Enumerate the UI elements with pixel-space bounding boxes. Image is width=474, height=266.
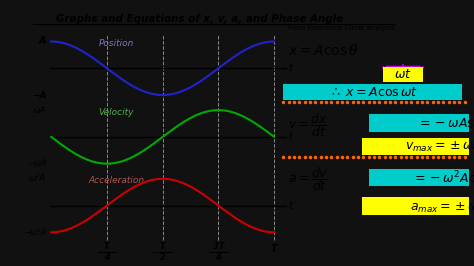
FancyBboxPatch shape — [363, 138, 474, 155]
Text: −ω²A: −ω²A — [23, 228, 46, 237]
Text: Velocity: Velocity — [99, 108, 134, 117]
Text: Acceleration: Acceleration — [88, 176, 144, 185]
Text: A: A — [39, 36, 46, 47]
Text: t: t — [288, 132, 292, 142]
FancyBboxPatch shape — [283, 84, 462, 101]
Text: $= -\omega A\sin\omega t$: $= -\omega A\sin\omega t$ — [417, 116, 474, 130]
FancyBboxPatch shape — [383, 67, 423, 82]
Text: T: T — [104, 243, 110, 251]
Text: From Reference Circle analysis,: From Reference Circle analysis, — [288, 25, 397, 31]
Text: 4: 4 — [216, 253, 221, 263]
Text: $v = \dfrac{dx}{dt}$: $v = \dfrac{dx}{dt}$ — [288, 111, 328, 139]
Text: ωA: ωA — [33, 106, 46, 115]
Text: 4: 4 — [104, 253, 110, 263]
Text: $\omega t$: $\omega t$ — [394, 68, 412, 81]
Text: 3T: 3T — [213, 243, 224, 251]
Text: $\therefore\ x = A\cos\omega t$: $\therefore\ x = A\cos\omega t$ — [328, 86, 418, 99]
FancyBboxPatch shape — [363, 197, 474, 215]
Text: $= -\omega^2 A\cos\omega t$: $= -\omega^2 A\cos\omega t$ — [412, 169, 474, 186]
Text: Position: Position — [99, 39, 134, 48]
Text: T: T — [160, 243, 165, 251]
Text: $v_{max} = \pm\omega A$: $v_{max} = \pm\omega A$ — [405, 139, 474, 154]
FancyBboxPatch shape — [369, 114, 474, 132]
Text: $x = A\cos\theta$: $x = A\cos\theta$ — [288, 43, 359, 58]
Text: $a = \dfrac{dv}{dt}$: $a = \dfrac{dv}{dt}$ — [288, 165, 328, 193]
Text: $a_{max} = \pm\omega^2 A$: $a_{max} = \pm\omega^2 A$ — [410, 197, 474, 216]
FancyBboxPatch shape — [369, 169, 474, 186]
Text: t: t — [288, 201, 292, 211]
Text: ω²A: ω²A — [29, 174, 46, 183]
Text: −A: −A — [32, 90, 46, 99]
Text: −ωA: −ωA — [27, 159, 46, 168]
Text: T: T — [271, 244, 277, 254]
Text: t: t — [288, 63, 292, 73]
Text: 2: 2 — [160, 253, 165, 263]
Text: Graphs and Equations of x, v, a, and Phase Angle: Graphs and Equations of x, v, a, and Pha… — [56, 14, 344, 24]
